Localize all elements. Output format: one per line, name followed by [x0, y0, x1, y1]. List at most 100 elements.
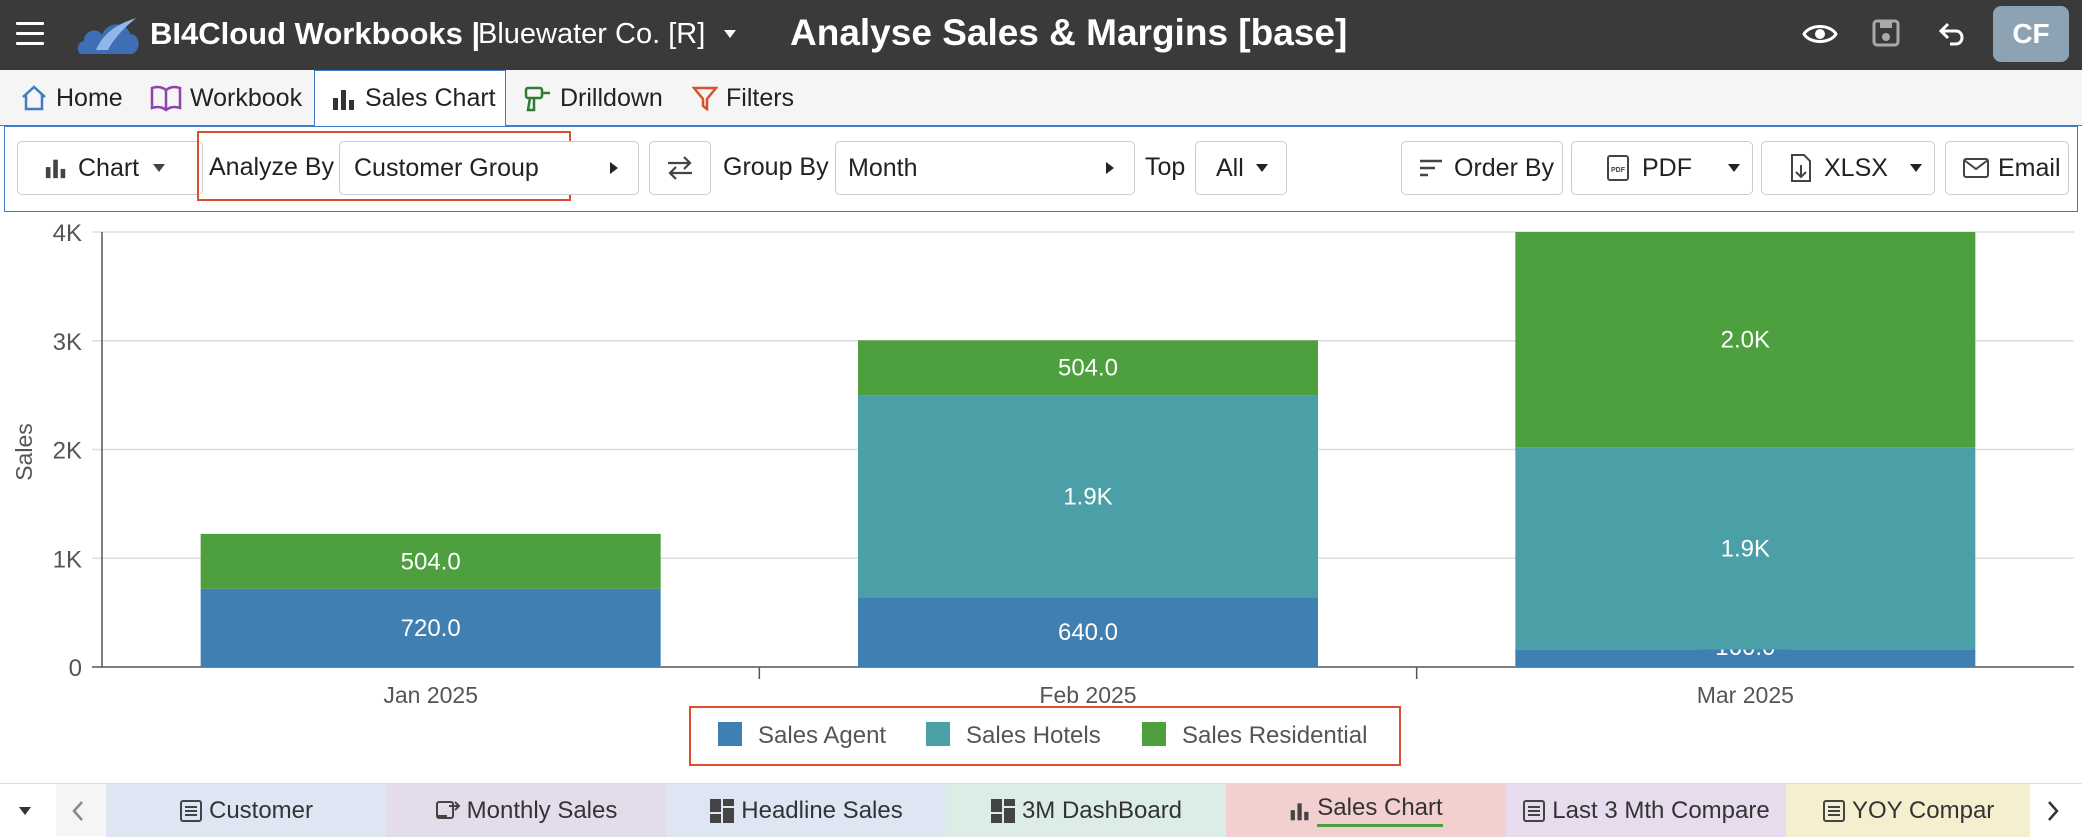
group-by-select[interactable]: Month	[835, 141, 1135, 195]
save-icon[interactable]	[1872, 18, 1900, 48]
sheet-tab-last-3-mth-compare[interactable]: Last 3 Mth Compare	[1506, 784, 1786, 837]
stacked-bar-chart[interactable]: 0 1K 2K 3K 4K Sales Jan 2025 720.0 504.0 Feb 2025…	[0, 212, 2082, 772]
swap-arrows-icon	[668, 156, 692, 180]
sheet-tab-label: Monthly Sales	[466, 796, 618, 824]
bar-segment	[858, 597, 1318, 667]
sheet-tab-label: Last 3 Mth Compare	[1552, 796, 1770, 824]
sheet-tab-monthly-sales[interactable]: Monthly Sales	[386, 784, 666, 837]
list-icon	[1523, 799, 1546, 822]
sheet-tab-3m-dashboard[interactable]: 3M DashBoard	[946, 784, 1226, 837]
envelope-icon	[1963, 158, 1989, 178]
company-name[interactable]: Bluewater Co. [R]	[478, 18, 706, 50]
caret-down-icon	[1255, 164, 1268, 172]
tab-drilldown[interactable]: Drilldown	[522, 70, 663, 126]
caret-down-icon	[19, 806, 31, 815]
caret-down-icon	[153, 164, 166, 172]
book-icon	[150, 85, 182, 112]
bar-segment	[200, 588, 661, 667]
y-axis-title: Sales	[11, 423, 37, 481]
data-label: 1.9K	[1063, 483, 1112, 510]
xlsx-button[interactable]: XLSX	[1761, 141, 1935, 195]
drill-icon	[524, 86, 550, 112]
dashboard-icon	[710, 798, 735, 823]
data-label: 504.0	[401, 548, 461, 575]
sort-icon	[1420, 159, 1442, 177]
sheet-tab-sales-chart[interactable]: Sales Chart	[1226, 784, 1506, 837]
analyze-by-select[interactable]: Customer Group	[339, 141, 639, 195]
svg-text:PDF: PDF	[1611, 167, 1626, 174]
top-value: All	[1216, 153, 1244, 182]
bar-segment	[1515, 232, 1976, 448]
sheet-tab-customer[interactable]: Customer	[106, 784, 386, 837]
data-label: 640.0	[1058, 619, 1118, 646]
legend-swatch	[926, 722, 950, 746]
bar-segment	[200, 533, 661, 589]
tab-filters[interactable]: Filters	[692, 70, 794, 126]
scroll-left-button[interactable]	[56, 784, 106, 837]
dashboard-icon	[990, 798, 1015, 823]
tab-drilldown-label: Drilldown	[560, 83, 663, 112]
caret-down-icon	[1728, 164, 1740, 172]
sheet-tab-label: YOY Compar	[1852, 796, 1995, 824]
caret-right-icon	[610, 162, 618, 174]
pdf-button[interactable]: PDF PDF	[1571, 141, 1753, 195]
data-label: 504.0	[1058, 355, 1118, 382]
undo-icon[interactable]	[1938, 18, 1968, 48]
sheet-tab-label: 3M DashBoard	[1021, 796, 1183, 824]
menu-icon[interactable]	[16, 22, 44, 46]
y-tick-label: 2K	[53, 438, 82, 465]
order-by-button[interactable]: Order By	[1401, 141, 1563, 195]
x-tick-label: Feb 2025	[1039, 682, 1136, 708]
tab-home[interactable]: Home	[20, 70, 123, 126]
swap-button[interactable]	[649, 141, 711, 195]
y-tick-label: 1K	[53, 546, 82, 573]
pdf-label: PDF	[1642, 153, 1692, 182]
group-by-label: Group By	[723, 153, 829, 181]
sheet-tab-yoy-compar[interactable]: YOY Compar	[1786, 784, 2030, 837]
transfer-icon	[435, 800, 461, 819]
list-icon	[179, 799, 202, 822]
sheet-menu-button[interactable]	[0, 784, 56, 837]
legend-highlight	[689, 706, 1401, 766]
cloud-logo-icon	[77, 18, 139, 54]
tab-workbook[interactable]: Workbook	[150, 70, 302, 126]
chevron-right-icon	[2048, 800, 2059, 821]
x-tick-label: Mar 2025	[1697, 682, 1794, 708]
chevron-left-icon	[72, 800, 83, 821]
download-file-icon	[1791, 154, 1811, 182]
tab-sales-chart[interactable]: Sales Chart	[314, 70, 506, 127]
app-title: BI4Cloud Workbooks |	[150, 16, 481, 51]
nav-tabs: Home Workbook Sales Chart Drilldown Filt…	[0, 70, 2082, 127]
chart-type-button[interactable]: Chart	[17, 141, 203, 195]
app-header: BI4Cloud Workbooks | Bluewater Co. [R] A…	[0, 0, 2082, 70]
filter-icon	[692, 86, 718, 111]
tab-sales-chart-label: Sales Chart	[365, 84, 496, 112]
sales-chart-area: 0 1K 2K 3K 4K Sales Jan 2025 720.0 504.0 Feb 2025…	[0, 212, 2082, 772]
y-tick-label: 0	[69, 655, 82, 682]
list-icon	[1823, 799, 1845, 822]
chart-toolbar: Chart Analyze By Customer Group Group By…	[4, 126, 2078, 212]
analyze-by-label: Analyze By	[209, 153, 335, 181]
group-by-value: Month	[848, 153, 918, 182]
tab-filters-label: Filters	[726, 83, 795, 112]
sheet-tab-label: Headline Sales	[741, 796, 903, 824]
bar-segment	[1515, 447, 1976, 650]
caret-right-icon	[1106, 162, 1114, 174]
top-select[interactable]: All	[1195, 141, 1287, 195]
data-label: 720.0	[401, 615, 461, 642]
user-avatar[interactable]: CF	[1993, 6, 2069, 62]
data-label: 2.0K	[1721, 327, 1770, 354]
analyze-by-value: Customer Group	[354, 153, 539, 182]
bar-chart-icon	[1290, 802, 1309, 820]
caret-down-icon[interactable]	[724, 30, 736, 38]
pdf-file-icon: PDF	[1607, 155, 1629, 181]
legend-label: Sales Residential	[1182, 722, 1367, 749]
email-button[interactable]: Email	[1945, 141, 2069, 195]
scroll-right-button[interactable]	[2030, 784, 2082, 837]
tab-workbook-label: Workbook	[190, 83, 303, 112]
eye-icon[interactable]	[1802, 18, 1838, 50]
legend-label: Sales Hotels	[966, 722, 1101, 749]
sheet-tab-headline-sales[interactable]: Headline Sales	[666, 784, 946, 837]
bar-segment	[858, 395, 1318, 598]
top-label: Top	[1145, 153, 1186, 181]
